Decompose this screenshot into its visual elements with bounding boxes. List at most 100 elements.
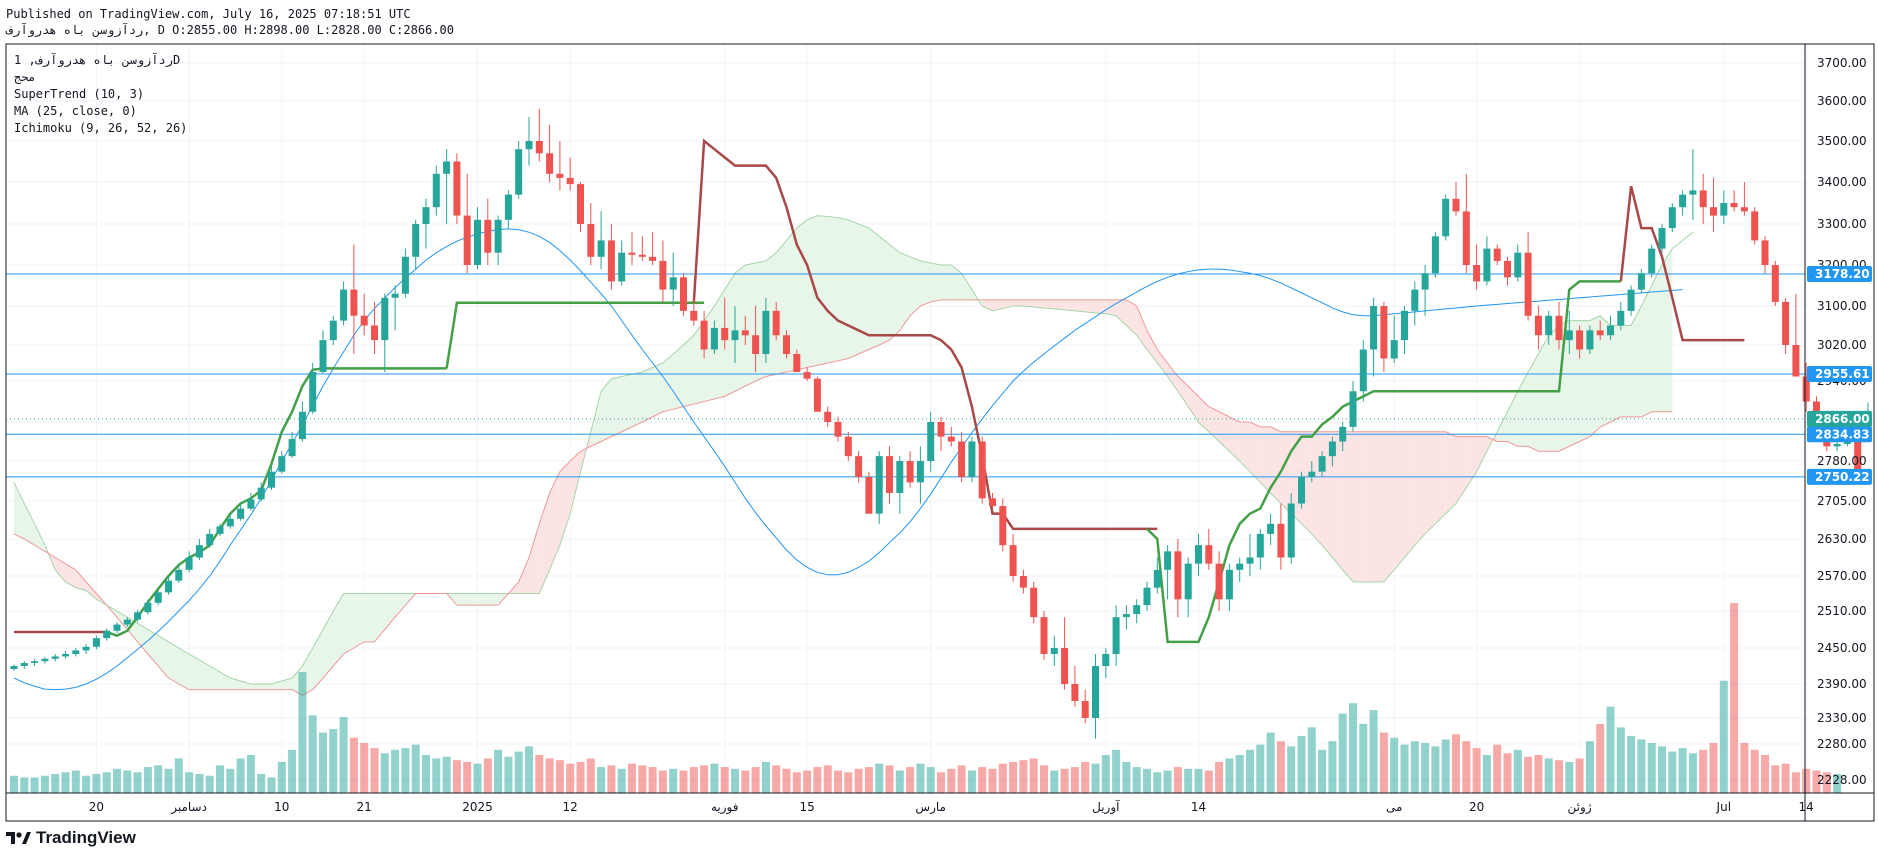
- cloud-segment: [889, 244, 900, 341]
- cloud-segment: [683, 335, 694, 407]
- candle-body: [886, 456, 893, 493]
- cloud-segment: [1064, 299, 1075, 311]
- candle-body: [1205, 545, 1213, 564]
- cloud-segment: [910, 256, 921, 316]
- cloud-segment: [1394, 431, 1405, 570]
- volume-bar: [154, 765, 163, 793]
- candle: [865, 471, 873, 514]
- candle: [669, 252, 677, 306]
- volume-bar: [731, 768, 739, 793]
- candle-body: [412, 224, 420, 257]
- volume-bar: [700, 765, 709, 793]
- cloud-segment: [1404, 431, 1415, 558]
- volume-bar: [288, 749, 297, 793]
- candle-body: [566, 177, 574, 185]
- volume-bar: [1658, 746, 1666, 793]
- candle: [1617, 301, 1625, 331]
- cloud-segment: [662, 354, 674, 412]
- volume-bar: [1153, 772, 1162, 793]
- tradingview-logo[interactable]: TradingView: [6, 828, 136, 848]
- ichimoku-span-b: [13, 299, 1673, 696]
- candle: [123, 617, 131, 628]
- volume-bar: [926, 767, 935, 793]
- candle: [535, 109, 543, 162]
- volume-bar: [246, 755, 255, 793]
- supertrend-segment: [106, 367, 447, 638]
- candle: [1699, 173, 1707, 224]
- candle: [1339, 422, 1347, 452]
- candle: [247, 493, 255, 511]
- candle-body: [360, 315, 368, 326]
- volume-bar: [1730, 603, 1739, 793]
- candle: [1586, 325, 1594, 354]
- candle-body: [855, 456, 863, 477]
- volume-bar: [267, 777, 276, 793]
- cloud-segment: [1435, 431, 1446, 524]
- cloud-segment: [529, 523, 540, 594]
- volume-bar: [648, 767, 657, 793]
- volume-bar: [1750, 749, 1759, 793]
- cloud-segment: [1517, 372, 1529, 447]
- volume-bar: [689, 767, 698, 793]
- candle: [978, 436, 986, 504]
- candle: [1061, 617, 1069, 690]
- cloud-segment: [1528, 354, 1539, 452]
- legend-ma[interactable]: MA (25, close, 0): [14, 104, 137, 118]
- price-level-label-bg: [1807, 265, 1872, 282]
- price-tick-label: 3500.00: [1817, 134, 1867, 148]
- legend-supertrend[interactable]: SuperTrend (10, 3): [14, 87, 145, 101]
- cloud-segment: [1013, 299, 1024, 306]
- candle-body: [1493, 248, 1501, 261]
- candle: [484, 198, 492, 265]
- candle: [92, 635, 100, 650]
- cloud-segment: [1383, 431, 1395, 582]
- candle-body: [41, 658, 49, 662]
- candle: [525, 117, 533, 166]
- candle-body: [1164, 551, 1172, 570]
- candle: [1287, 493, 1295, 564]
- volume-bar: [576, 761, 585, 793]
- candle: [783, 330, 790, 359]
- legend-ichimoku[interactable]: Ichimoku (9, 26, 52, 26): [14, 121, 188, 135]
- candle-body: [535, 141, 543, 154]
- volume-bar: [1822, 772, 1831, 793]
- volume-bar: [226, 768, 235, 793]
- candle: [731, 306, 739, 363]
- candle-body: [154, 592, 162, 603]
- cloud-segment: [549, 471, 560, 570]
- cloud-segment: [570, 451, 581, 514]
- volume-bar: [380, 753, 389, 793]
- candle-body: [1679, 194, 1687, 208]
- candle: [31, 658, 39, 666]
- candle: [391, 285, 399, 331]
- candle: [638, 236, 646, 261]
- cloud-segment: [158, 635, 169, 678]
- price-tick-label: 2630.00: [1817, 532, 1867, 546]
- candle: [1740, 182, 1748, 216]
- cloud-segment: [1208, 406, 1220, 442]
- candle-body: [1390, 340, 1398, 359]
- candle: [1751, 207, 1759, 245]
- cloud-segment: [1147, 330, 1158, 363]
- volume-bar: [1678, 748, 1687, 793]
- candle-body: [123, 619, 131, 625]
- candle: [1143, 581, 1151, 611]
- candle-body: [597, 240, 605, 257]
- time-tick-label: 14: [1799, 800, 1814, 814]
- candle: [340, 281, 348, 326]
- volume-bar: [967, 770, 976, 793]
- candle: [175, 563, 183, 583]
- volume-bar: [1513, 749, 1522, 793]
- volume-bar: [1060, 768, 1069, 793]
- cloud-segment: [456, 593, 468, 606]
- candle: [546, 125, 554, 182]
- cloud-segment: [1548, 325, 1559, 452]
- time-tick-label: دسامبر: [170, 800, 207, 815]
- volume-bar: [978, 767, 987, 793]
- candle-body: [1143, 587, 1151, 606]
- candle: [329, 315, 337, 345]
- legend-symbol: ردآزوسن باه هدروآرف, 1D: [14, 53, 181, 67]
- cloud-segment: [1363, 431, 1374, 582]
- candle-body: [1092, 666, 1099, 718]
